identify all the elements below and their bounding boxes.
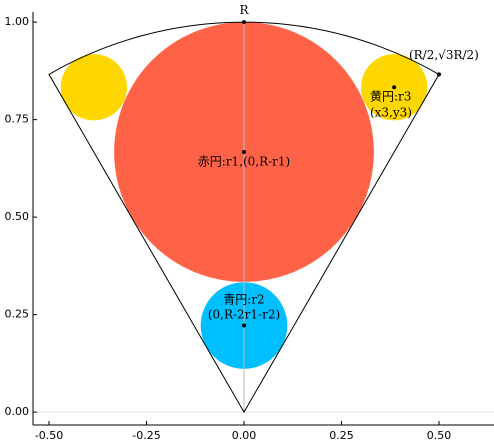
point bbox=[241, 20, 246, 25]
x-tick-label: 0.00 bbox=[232, 429, 257, 442]
annotation: 赤円:r1,(0,R-r1) bbox=[198, 155, 291, 169]
annotation: 黄円:r3 bbox=[370, 90, 411, 104]
x-tick-label: 0.50 bbox=[427, 429, 452, 442]
point bbox=[392, 85, 397, 90]
point bbox=[241, 150, 246, 155]
x-tick-label: -0.25 bbox=[132, 429, 160, 442]
point bbox=[437, 72, 442, 77]
y-tick-label: 0.75 bbox=[5, 113, 30, 126]
annotation: 青円:r2 bbox=[223, 293, 264, 307]
annotation: (x3,y3) bbox=[370, 106, 412, 120]
x-tick-label: 0.25 bbox=[329, 429, 354, 442]
y-tick-label: 0.50 bbox=[5, 210, 30, 223]
y-tick-label: 1.00 bbox=[5, 15, 30, 28]
x-tick-label: -0.50 bbox=[35, 429, 63, 442]
circle bbox=[60, 54, 127, 121]
y-tick-label: 0.25 bbox=[5, 308, 30, 321]
annotation: (R/2,√3R/2) bbox=[409, 48, 479, 62]
point bbox=[241, 323, 246, 328]
annotation: (0,R-2r1-r2) bbox=[208, 308, 280, 322]
annotation: R bbox=[239, 3, 249, 17]
y-tick-label: 0.00 bbox=[5, 405, 30, 418]
